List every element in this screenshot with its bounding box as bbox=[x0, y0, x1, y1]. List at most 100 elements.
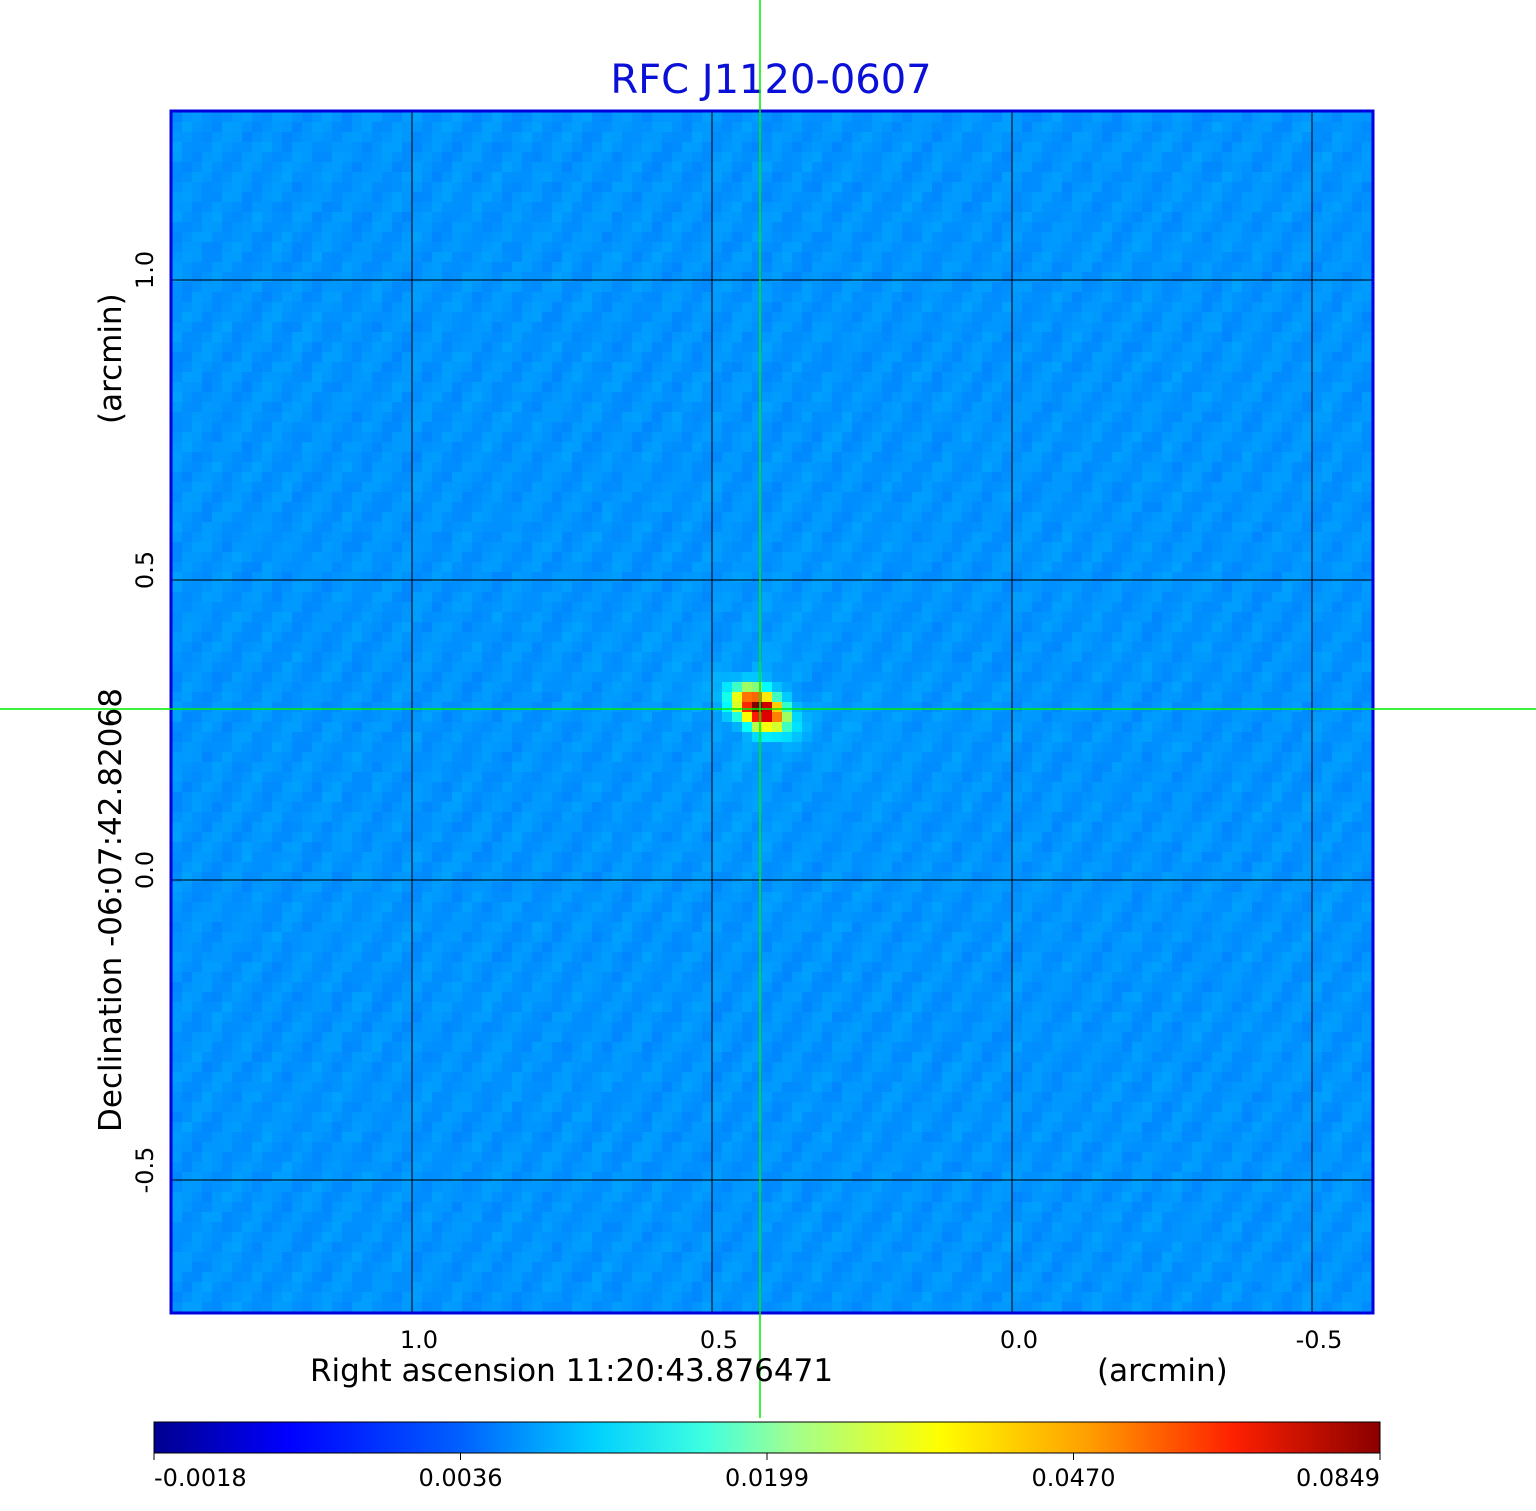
image-pixel bbox=[822, 312, 833, 323]
image-pixel bbox=[1242, 312, 1253, 323]
image-pixel bbox=[482, 442, 493, 453]
image-pixel bbox=[1262, 272, 1273, 283]
image-pixel bbox=[742, 482, 753, 493]
image-pixel bbox=[1312, 512, 1323, 523]
image-pixel bbox=[1292, 162, 1303, 173]
image-pixel bbox=[522, 272, 533, 283]
image-pixel bbox=[542, 142, 553, 153]
image-pixel bbox=[432, 472, 443, 483]
image-pixel bbox=[332, 362, 343, 373]
image-pixel bbox=[1152, 482, 1163, 493]
image-pixel bbox=[972, 112, 983, 123]
image-pixel bbox=[962, 252, 973, 263]
image-pixel bbox=[1202, 382, 1213, 393]
image-pixel bbox=[412, 342, 423, 353]
image-pixel bbox=[582, 482, 593, 493]
image-pixel bbox=[742, 432, 753, 443]
image-pixel bbox=[1242, 512, 1253, 523]
image-pixel bbox=[1002, 292, 1013, 303]
image-pixel bbox=[202, 262, 213, 273]
image-pixel bbox=[582, 362, 593, 373]
image-pixel bbox=[1152, 372, 1163, 383]
image-pixel bbox=[932, 152, 943, 163]
image-pixel bbox=[682, 302, 693, 313]
image-pixel bbox=[1202, 312, 1213, 323]
image-pixel bbox=[1232, 262, 1243, 273]
image-pixel bbox=[592, 142, 603, 153]
image-pixel bbox=[422, 422, 433, 433]
image-pixel bbox=[672, 112, 683, 123]
image-pixel bbox=[252, 162, 263, 173]
image-pixel bbox=[472, 462, 483, 473]
image-pixel bbox=[1312, 462, 1323, 473]
image-pixel bbox=[882, 222, 893, 233]
image-pixel bbox=[1082, 482, 1093, 493]
image-pixel bbox=[792, 182, 803, 193]
image-pixel bbox=[1012, 202, 1023, 213]
image-pixel bbox=[732, 392, 743, 403]
image-pixel bbox=[1042, 172, 1053, 183]
image-pixel bbox=[322, 392, 333, 403]
image-pixel bbox=[982, 382, 993, 393]
image-pixel bbox=[972, 242, 983, 253]
image-pixel bbox=[302, 352, 313, 363]
image-pixel bbox=[522, 232, 533, 243]
image-pixel bbox=[722, 262, 733, 273]
image-pixel bbox=[882, 402, 893, 413]
image-pixel bbox=[382, 432, 393, 443]
image-pixel bbox=[1352, 402, 1363, 413]
image-pixel bbox=[1282, 232, 1293, 243]
image-pixel bbox=[882, 502, 893, 513]
image-pixel bbox=[592, 312, 603, 323]
image-pixel bbox=[312, 462, 323, 473]
image-pixel bbox=[982, 332, 993, 343]
image-pixel bbox=[322, 322, 333, 333]
image-pixel bbox=[672, 272, 683, 283]
image-pixel bbox=[992, 182, 1003, 193]
image-pixel bbox=[812, 362, 823, 373]
image-pixel bbox=[1092, 482, 1103, 493]
image-pixel bbox=[1272, 412, 1283, 423]
image-pixel bbox=[832, 432, 843, 443]
image-pixel bbox=[1142, 162, 1153, 173]
image-pixel bbox=[1012, 242, 1023, 253]
image-pixel bbox=[572, 272, 583, 283]
image-pixel bbox=[172, 372, 183, 383]
image-pixel bbox=[912, 252, 923, 263]
image-pixel bbox=[1092, 292, 1103, 303]
image-pixel bbox=[342, 312, 353, 323]
image-pixel bbox=[312, 112, 323, 123]
image-pixel bbox=[622, 182, 633, 193]
image-pixel bbox=[852, 112, 863, 123]
image-pixel bbox=[1332, 312, 1343, 323]
image-pixel bbox=[722, 332, 733, 343]
image-pixel bbox=[1232, 212, 1243, 223]
image-pixel bbox=[322, 232, 333, 243]
image-pixel bbox=[1052, 362, 1063, 373]
image-pixel bbox=[802, 302, 813, 313]
image-pixel bbox=[562, 472, 573, 483]
image-pixel bbox=[452, 282, 463, 293]
image-pixel bbox=[1242, 122, 1253, 133]
image-pixel bbox=[362, 162, 373, 173]
image-pixel bbox=[852, 322, 863, 333]
image-pixel bbox=[222, 172, 233, 183]
image-pixel bbox=[942, 152, 953, 163]
image-pixel bbox=[922, 302, 933, 313]
image-pixel bbox=[732, 412, 743, 423]
image-pixel bbox=[552, 132, 563, 143]
image-pixel bbox=[642, 252, 653, 263]
image-pixel bbox=[1062, 472, 1073, 483]
image-pixel bbox=[262, 302, 273, 313]
image-pixel bbox=[1142, 202, 1153, 213]
image-pixel bbox=[1072, 372, 1083, 383]
image-pixel bbox=[1332, 492, 1343, 503]
image-pixel bbox=[462, 432, 473, 443]
image-pixel bbox=[992, 132, 1003, 143]
image-pixel bbox=[1212, 152, 1223, 163]
image-pixel bbox=[322, 222, 333, 233]
image-pixel bbox=[192, 372, 203, 383]
image-pixel bbox=[1102, 462, 1113, 473]
image-pixel bbox=[772, 412, 783, 423]
image-pixel bbox=[892, 462, 903, 473]
